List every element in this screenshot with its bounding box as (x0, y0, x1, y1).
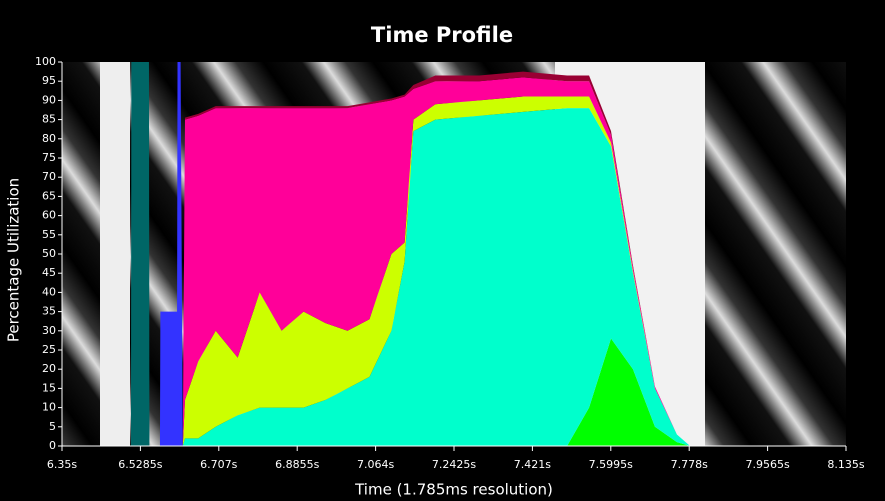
x-tick-label: 6.5285s (118, 458, 162, 471)
x-tick-label: 6.35s (47, 458, 77, 471)
region-band (100, 62, 130, 446)
area (127, 62, 691, 446)
area (127, 62, 691, 446)
y-tick-label: 0 (49, 439, 56, 452)
x-tick-label: 7.2425s (432, 458, 476, 471)
x-tick-label: 7.064s (357, 458, 394, 471)
y-tick-label: 80 (42, 132, 56, 145)
x-tick-label: 7.778s (671, 458, 708, 471)
y-tick-label: 75 (42, 151, 56, 164)
y-tick-label: 15 (42, 381, 56, 394)
y-tick-label: 95 (42, 74, 56, 87)
y-tick-label: 45 (42, 266, 56, 279)
x-tick-label: 7.9565s (745, 458, 789, 471)
x-axis-label: Time (1.785ms resolution) (354, 481, 553, 499)
x-tick-label: 6.8855s (275, 458, 319, 471)
y-tick-label: 65 (42, 189, 56, 202)
y-tick-label: 60 (42, 209, 56, 222)
area (127, 62, 691, 446)
y-tick-label: 30 (42, 324, 56, 337)
y-tick-label: 10 (42, 401, 56, 414)
x-tick-label: 7.5995s (589, 458, 633, 471)
x-tick-label: 6.707s (200, 458, 237, 471)
y-tick-label: 20 (42, 362, 56, 375)
y-tick-label: 5 (49, 420, 56, 433)
x-tick-label: 7.421s (514, 458, 551, 471)
y-tick-label: 85 (42, 113, 56, 126)
area (127, 62, 691, 446)
y-axis-label: Percentage Utilization (5, 178, 23, 342)
chart-title: Time Profile (371, 23, 513, 47)
y-tick-label: 90 (42, 93, 56, 106)
y-tick-label: 40 (42, 285, 56, 298)
y-tick-label: 50 (42, 247, 56, 260)
y-tick-label: 70 (42, 170, 56, 183)
y-tick-label: 35 (42, 305, 56, 318)
x-tick-label: 8.135s (827, 458, 864, 471)
y-tick-label: 100 (35, 55, 56, 68)
y-tick-label: 25 (42, 343, 56, 356)
y-tick-label: 55 (42, 228, 56, 241)
